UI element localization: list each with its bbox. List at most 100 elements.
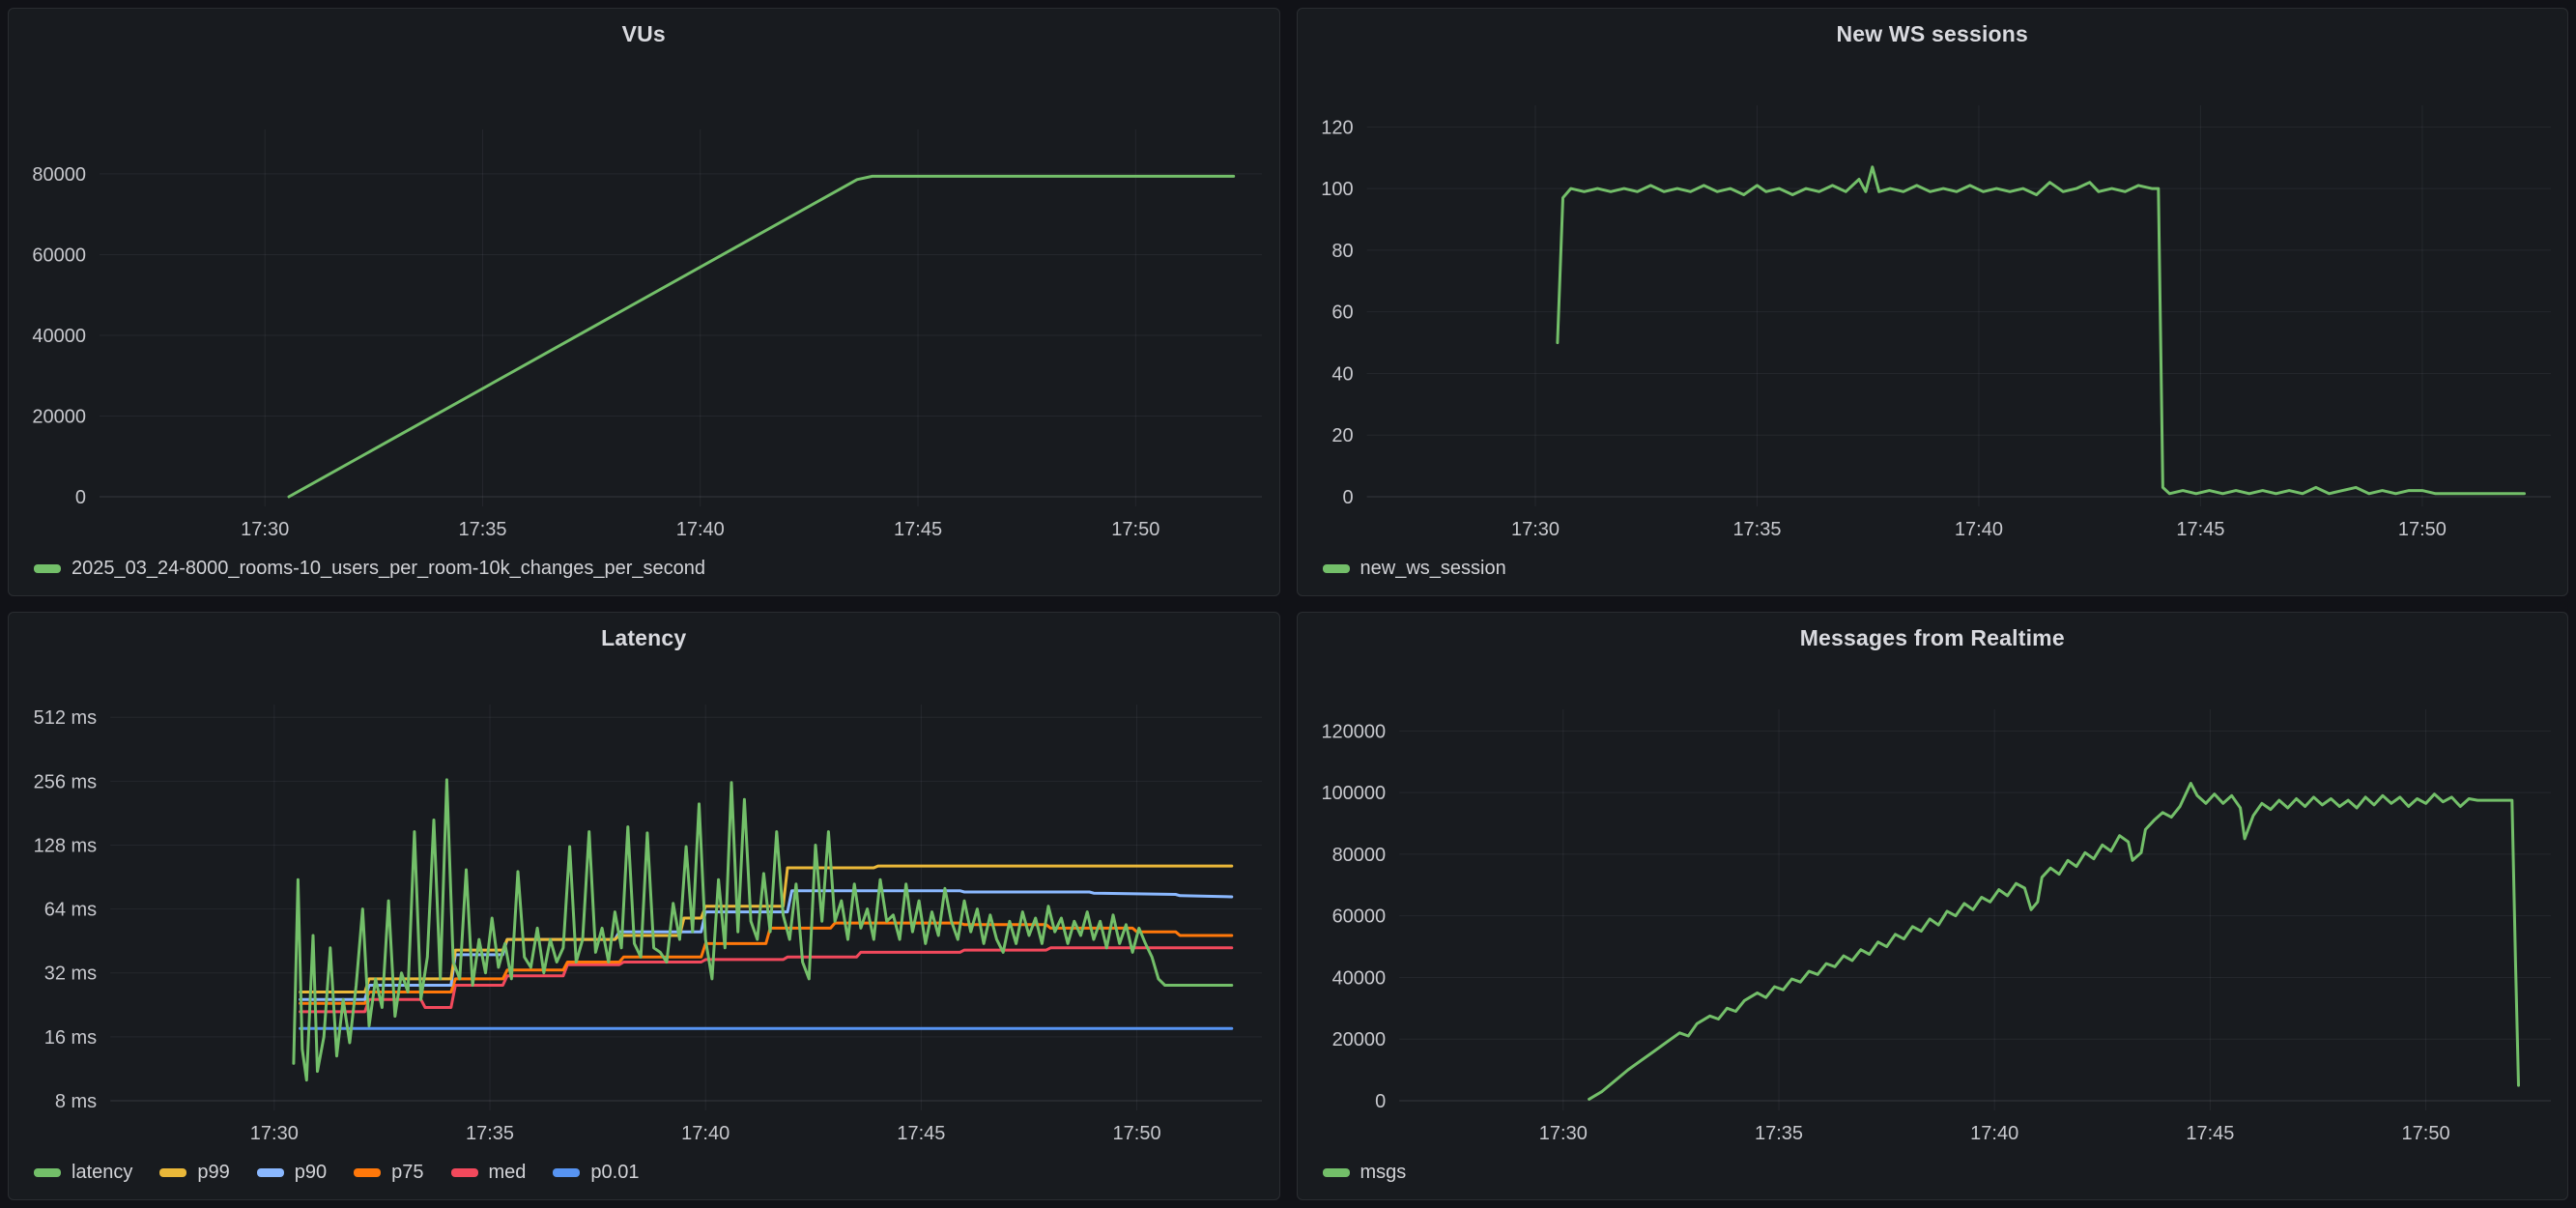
vus-legend: 2025_03_24-8000_rooms-10_users_per_room-…: [34, 558, 705, 580]
x-tick-label: 17:30: [241, 519, 289, 540]
y-tick-label: 0: [75, 487, 86, 508]
chart-svg: 17:30 17:35 17:40 17:45 17:50 0 20000 40000 6000…: [32, 129, 1262, 540]
x-tick-label: 17:40: [681, 1123, 730, 1144]
legend-series-label: p0.01: [590, 1162, 640, 1183]
legend-series-label: p75: [391, 1162, 424, 1183]
y-tick-label: 16 ms: [44, 1027, 97, 1049]
legend-series-swatch: [1322, 564, 1350, 573]
chart-svg: 17:30 17:35 17:40 17:45 17:50 8 ms 16 ms 32 ms 6…: [34, 705, 1262, 1144]
panel-latency: Latency 17:30 17:35 17:40 17:45 17:50 8 ms 16 …: [8, 612, 1280, 1200]
y-tick-label: 80000: [32, 164, 86, 186]
legend-series-swatch: [553, 1168, 581, 1177]
y-tick-label: 8 ms: [55, 1091, 97, 1112]
y-tick-label: 60: [1331, 302, 1353, 324]
x-tick-label: 17:30: [250, 1123, 299, 1144]
x-tick-label: 17:30: [1510, 519, 1559, 540]
legend-item-new-ws-session[interactable]: new_ws_session: [1322, 558, 1506, 580]
legend-series-label: msgs: [1360, 1162, 1407, 1183]
series-line-p75: [299, 921, 1234, 1005]
legend-series-label: latency: [72, 1162, 133, 1183]
chart-svg: 17:30 17:35 17:40 17:45 17:50 0 20000 40000 6000…: [1321, 709, 2551, 1144]
legend-series-swatch: [34, 564, 61, 573]
x-tick-label: 17:50: [2397, 519, 2446, 540]
y-tick-label: 60000: [1331, 906, 1386, 928]
series-line-p99: [299, 864, 1234, 993]
legend-series-swatch: [1322, 1168, 1350, 1177]
x-tick-label: 17:30: [1538, 1123, 1587, 1144]
series-line-med: [299, 946, 1234, 1014]
x-tick-label: 17:40: [676, 519, 725, 540]
x-tick-label: 17:35: [466, 1123, 514, 1144]
x-tick-label: 17:45: [2176, 519, 2224, 540]
y-tick-label: 64 ms: [44, 900, 97, 921]
series-line-msgs: [1587, 782, 2520, 1101]
legend-series-swatch: [354, 1168, 382, 1177]
y-tick-label: 40000: [32, 326, 86, 347]
y-tick-label: 512 ms: [34, 707, 98, 729]
x-tick-label: 17:45: [894, 519, 942, 540]
y-tick-label: 0: [1375, 1091, 1386, 1112]
y-tick-label: 40000: [1331, 967, 1386, 989]
x-tick-label: 17:35: [458, 519, 506, 540]
legend-item-p75[interactable]: p75: [354, 1162, 424, 1184]
y-tick-label: 100000: [1321, 783, 1386, 804]
chart-svg: 17:30 17:35 17:40 17:45 17:50 0 20 40 60 80 100 120: [1321, 105, 2551, 540]
y-tick-label: 120: [1321, 117, 1353, 138]
latency-chart-plot[interactable]: 17:30 17:35 17:40 17:45 17:50 8 ms 16 ms 32 ms 6…: [9, 613, 1279, 1199]
y-tick-label: 80: [1331, 241, 1353, 262]
y-tick-label: 40: [1331, 363, 1353, 385]
x-tick-label: 17:45: [897, 1123, 945, 1144]
panel-title-latency[interactable]: Latency: [601, 625, 687, 650]
panel-vus: VUs 17:30 17:35 17:40 17:45 17:50 0 20000 40000…: [8, 8, 1280, 596]
x-tick-label: 17:50: [1111, 519, 1159, 540]
legend-item-p90[interactable]: p90: [256, 1162, 328, 1184]
x-tick-label: 17:50: [2401, 1123, 2449, 1144]
messages-legend: msgs: [1322, 1162, 1407, 1184]
legend-series-swatch: [159, 1168, 187, 1177]
x-tick-label: 17:45: [2186, 1123, 2234, 1144]
legend-series-label: med: [488, 1162, 527, 1183]
panel-title-messages-from-realtime[interactable]: Messages from Realtime: [1799, 625, 2065, 650]
y-tick-label: 20000: [1331, 1029, 1386, 1050]
y-tick-label: 100: [1321, 179, 1353, 200]
x-tick-label: 17:50: [1113, 1123, 1161, 1144]
legend-series-label: p99: [197, 1162, 230, 1183]
y-tick-label: 60000: [32, 244, 86, 266]
legend-series-swatch: [450, 1168, 478, 1177]
series-line-2025_03_24-8000_rooms-10_users_per_room-10k_changes_per_second: [287, 174, 1236, 499]
y-tick-label: 20: [1331, 425, 1353, 446]
x-tick-label: 17:35: [1732, 519, 1781, 540]
y-tick-label: 32 ms: [44, 964, 97, 985]
x-tick-label: 17:40: [1970, 1123, 2018, 1144]
legend-item-msgs[interactable]: msgs: [1322, 1162, 1407, 1184]
latency-legend: latency p99 p90 p75 med p0.01: [34, 1162, 639, 1184]
legend-item-med[interactable]: med: [450, 1162, 527, 1184]
y-tick-label: 120000: [1321, 721, 1386, 742]
panel-new-ws-sessions: New WS sessions 17:30 17:35 17:40 17:45 17:5…: [1296, 8, 2568, 596]
y-tick-label: 0: [1342, 487, 1353, 508]
legend-series-label: p90: [294, 1162, 328, 1183]
panel-title-new-ws-sessions[interactable]: New WS sessions: [1836, 21, 2029, 46]
y-tick-label: 20000: [32, 406, 86, 427]
legend-item-latency[interactable]: latency: [34, 1162, 132, 1184]
legend-item-2025-03-24-8000-rooms-10-users-per-room-10k-changes-per-second[interactable]: 2025_03_24-8000_rooms-10_users_per_room-…: [34, 558, 705, 580]
y-tick-label: 80000: [1331, 845, 1386, 866]
panel-messages-from-realtime: Messages from Realtime 17:30 17:35 17:40 17…: [1296, 612, 2568, 1200]
legend-series-label: 2025_03_24-8000_rooms-10_users_per_room-…: [72, 558, 706, 579]
legend-series-swatch: [256, 1168, 284, 1177]
legend-series-label: new_ws_session: [1360, 558, 1506, 579]
legend-series-swatch: [34, 1168, 61, 1177]
x-tick-label: 17:35: [1754, 1123, 1802, 1144]
y-tick-label: 128 ms: [34, 835, 98, 856]
vus-chart-plot[interactable]: 17:30 17:35 17:40 17:45 17:50 0 20000 40000 6000…: [9, 9, 1279, 595]
legend-item-p99[interactable]: p99: [159, 1162, 230, 1184]
legend-item-p0-01[interactable]: p0.01: [553, 1162, 639, 1184]
new-ws-sessions-chart-plot[interactable]: 17:30 17:35 17:40 17:45 17:50 0 20 40 60 80 100 120: [1298, 9, 2568, 595]
series-line-new_ws_session: [1555, 165, 2526, 496]
x-tick-label: 17:40: [1954, 519, 2002, 540]
panel-title-vus[interactable]: VUs: [621, 21, 666, 46]
messages-chart-plot[interactable]: 17:30 17:35 17:40 17:45 17:50 0 20000 40000 6000…: [1298, 613, 2568, 1199]
new-ws-sessions-legend: new_ws_session: [1322, 558, 1506, 580]
y-tick-label: 256 ms: [34, 771, 98, 792]
